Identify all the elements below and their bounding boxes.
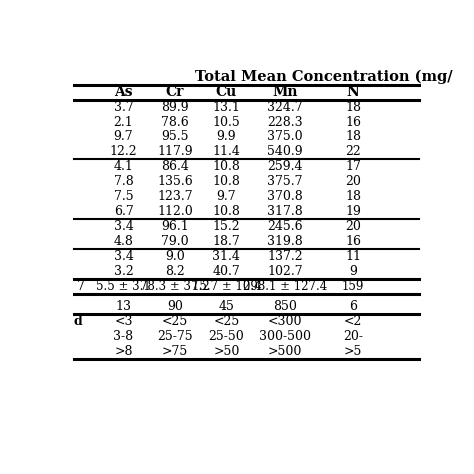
Text: 7.8: 7.8 xyxy=(114,175,133,188)
Text: >75: >75 xyxy=(162,345,188,358)
Text: 3-8: 3-8 xyxy=(113,330,134,343)
Text: 137.2: 137.2 xyxy=(267,250,303,263)
Text: 317.8: 317.8 xyxy=(267,205,303,219)
Text: 12.2: 12.2 xyxy=(109,146,137,158)
Text: >8: >8 xyxy=(114,345,133,358)
Text: As: As xyxy=(114,85,133,99)
Text: 245.6: 245.6 xyxy=(267,220,303,233)
Text: 20-: 20- xyxy=(343,330,363,343)
Text: 375.0: 375.0 xyxy=(267,130,303,144)
Text: 90: 90 xyxy=(167,301,183,313)
Text: 319.8: 319.8 xyxy=(267,235,303,248)
Text: 31.4: 31.4 xyxy=(212,250,240,263)
Text: 112.0: 112.0 xyxy=(157,205,193,219)
Text: 3.7: 3.7 xyxy=(114,100,133,114)
Text: 13.1: 13.1 xyxy=(212,100,240,114)
Text: 86.4: 86.4 xyxy=(161,160,189,173)
Text: 13: 13 xyxy=(116,301,132,313)
Text: 22: 22 xyxy=(345,146,361,158)
Text: >500: >500 xyxy=(268,345,302,358)
Text: 10.8: 10.8 xyxy=(212,205,240,219)
Text: 324.7: 324.7 xyxy=(267,100,303,114)
Text: 3.4: 3.4 xyxy=(114,220,134,233)
Text: 9.0: 9.0 xyxy=(165,250,185,263)
Text: 20: 20 xyxy=(345,175,361,188)
Text: 79.0: 79.0 xyxy=(161,235,189,248)
Text: 159: 159 xyxy=(342,280,365,293)
Text: 16: 16 xyxy=(345,235,361,248)
Text: 4.1: 4.1 xyxy=(114,160,134,173)
Text: 3.2: 3.2 xyxy=(114,265,133,278)
Text: 10.5: 10.5 xyxy=(212,116,240,128)
Text: <25: <25 xyxy=(213,315,239,328)
Text: Mn: Mn xyxy=(273,85,298,99)
Text: 25-75: 25-75 xyxy=(157,330,193,343)
Text: N: N xyxy=(347,85,359,99)
Text: 7.5: 7.5 xyxy=(114,191,133,203)
Text: 123.7: 123.7 xyxy=(157,191,193,203)
Text: 40.7: 40.7 xyxy=(212,265,240,278)
Text: 4.8: 4.8 xyxy=(114,235,134,248)
Text: 18: 18 xyxy=(345,130,361,144)
Text: <300: <300 xyxy=(268,315,302,328)
Text: 375.7: 375.7 xyxy=(267,175,303,188)
Text: 228.3: 228.3 xyxy=(267,116,303,128)
Text: 18.7: 18.7 xyxy=(212,235,240,248)
Text: 298.1 ± 127.4: 298.1 ± 127.4 xyxy=(243,280,327,293)
Text: 5.5 ± 3.1: 5.5 ± 3.1 xyxy=(96,280,151,293)
Text: 18: 18 xyxy=(345,100,361,114)
Text: Total Mean Concentration (mg/: Total Mean Concentration (mg/ xyxy=(195,69,453,83)
Text: 11: 11 xyxy=(345,250,361,263)
Text: 117.9: 117.9 xyxy=(157,146,193,158)
Text: 9.7: 9.7 xyxy=(217,191,236,203)
Text: 2.1: 2.1 xyxy=(114,116,133,128)
Text: 102.7: 102.7 xyxy=(267,265,303,278)
Text: 19: 19 xyxy=(345,205,361,219)
Text: 10.8: 10.8 xyxy=(212,175,240,188)
Text: 370.8: 370.8 xyxy=(267,191,303,203)
Text: 7: 7 xyxy=(77,280,85,293)
Text: 95.5: 95.5 xyxy=(161,130,189,144)
Text: 6.7: 6.7 xyxy=(114,205,133,219)
Text: 259.4: 259.4 xyxy=(267,160,303,173)
Text: 850: 850 xyxy=(273,301,297,313)
Text: 135.6: 135.6 xyxy=(157,175,193,188)
Text: >50: >50 xyxy=(213,345,239,358)
Text: 3.4: 3.4 xyxy=(114,250,134,263)
Text: 89.9: 89.9 xyxy=(161,100,189,114)
Text: <3: <3 xyxy=(114,315,133,328)
Text: 18: 18 xyxy=(345,191,361,203)
Text: 17: 17 xyxy=(345,160,361,173)
Text: 9.9: 9.9 xyxy=(217,130,236,144)
Text: <25: <25 xyxy=(162,315,188,328)
Text: Cr: Cr xyxy=(166,85,184,99)
Text: d: d xyxy=(73,315,82,328)
Text: 300-500: 300-500 xyxy=(259,330,311,343)
Text: 6: 6 xyxy=(349,301,357,313)
Text: 9: 9 xyxy=(349,265,357,278)
Text: 15.7 ± 10.4: 15.7 ± 10.4 xyxy=(191,280,261,293)
Text: 10.8: 10.8 xyxy=(212,160,240,173)
Text: Cu: Cu xyxy=(216,85,237,99)
Text: 45: 45 xyxy=(219,301,234,313)
Text: 25-50: 25-50 xyxy=(209,330,244,343)
Text: 11.4: 11.4 xyxy=(212,146,240,158)
Text: 540.9: 540.9 xyxy=(267,146,303,158)
Text: >5: >5 xyxy=(344,345,362,358)
Text: 9.7: 9.7 xyxy=(114,130,133,144)
Text: <2: <2 xyxy=(344,315,362,328)
Text: 20: 20 xyxy=(345,220,361,233)
Text: 78.6: 78.6 xyxy=(161,116,189,128)
Text: 96.1: 96.1 xyxy=(161,220,189,233)
Text: 78.3 ± 37.2: 78.3 ± 37.2 xyxy=(140,280,210,293)
Text: 16: 16 xyxy=(345,116,361,128)
Text: 15.2: 15.2 xyxy=(212,220,240,233)
Text: 8.2: 8.2 xyxy=(165,265,185,278)
